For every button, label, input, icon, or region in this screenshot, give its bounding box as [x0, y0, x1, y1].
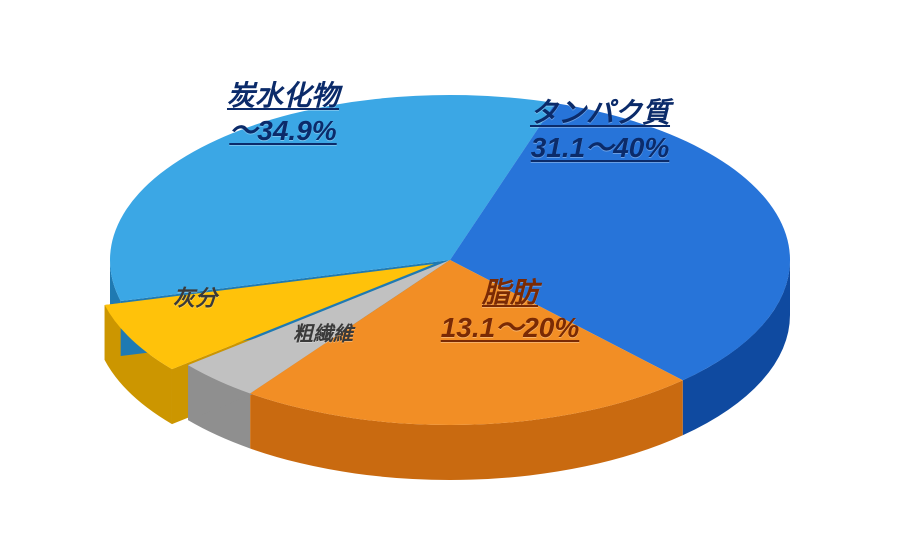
- slice-name: 脂肪: [441, 275, 580, 310]
- slice-name: 粗繊維: [293, 323, 353, 348]
- slice-label-crude-fiber: 粗繊維: [293, 323, 353, 348]
- slice-name: 炭水化物: [227, 78, 339, 113]
- slice-label-ash: 灰分: [173, 284, 217, 312]
- slice-label-fat: 脂肪13.1～20%: [441, 275, 580, 345]
- pie-chart-3d: タンパク質31.1～40% 脂肪13.1～20% 粗繊維 灰分 炭水化物～34.9%: [0, 0, 900, 544]
- slice-label-carbohydrate: 炭水化物～34.9%: [227, 78, 339, 148]
- slice-value: ～34.9%: [227, 113, 339, 148]
- slice-name: タンパク質: [530, 95, 670, 130]
- slice-name: 灰分: [173, 284, 217, 312]
- slice-value: 31.1～40%: [530, 130, 670, 165]
- slice-value: 13.1～20%: [441, 310, 580, 345]
- slice-label-protein: タンパク質31.1～40%: [530, 95, 670, 165]
- pie-svg: [0, 0, 900, 544]
